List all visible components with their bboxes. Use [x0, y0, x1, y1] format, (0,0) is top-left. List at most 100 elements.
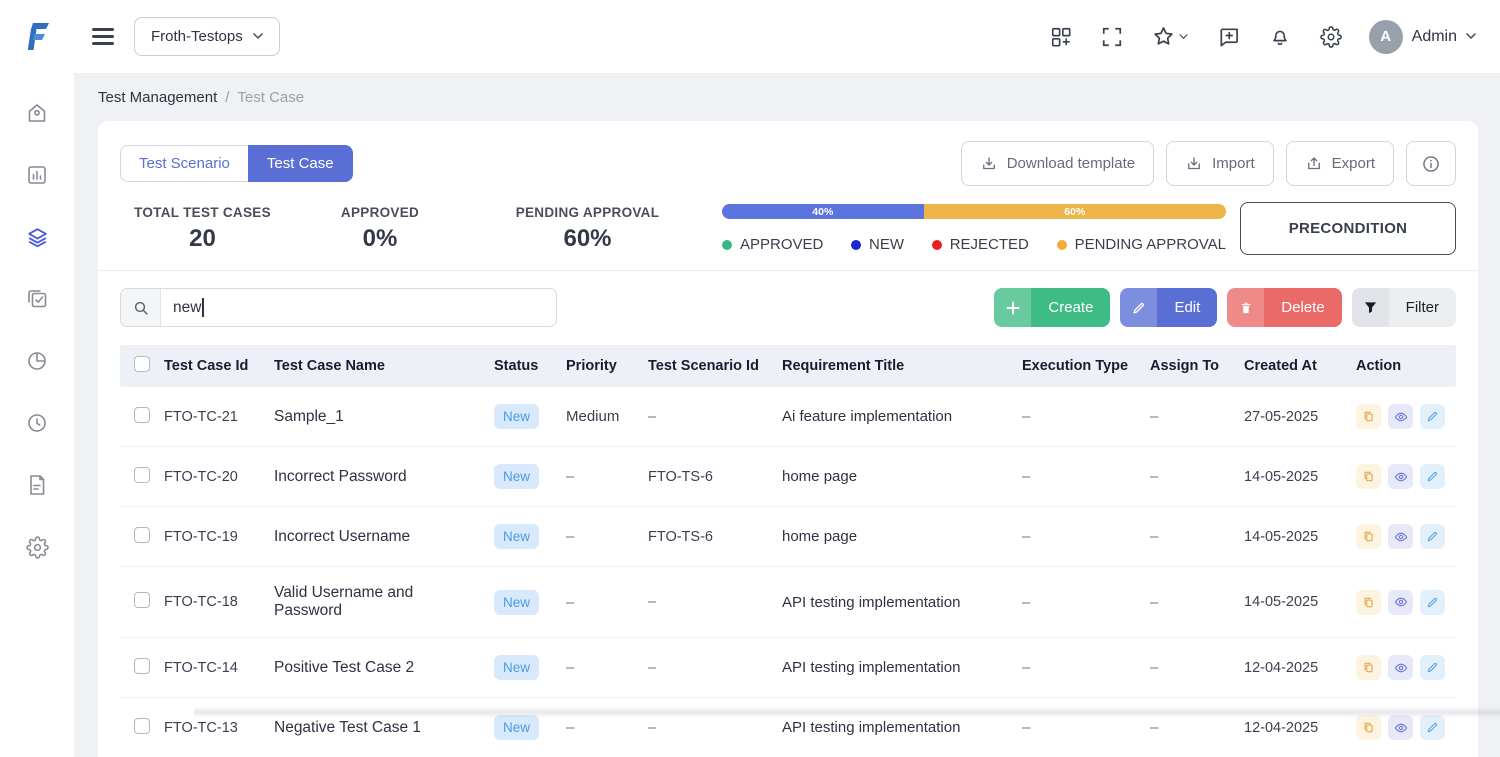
user-menu[interactable]: A Admin	[1369, 20, 1476, 54]
table-row: FTO-TC-21Sample_1NewMedium–Ai feature im…	[120, 387, 1456, 447]
chevron-down-icon	[1466, 33, 1476, 40]
notifications-button[interactable]	[1267, 23, 1293, 50]
edit-row-button[interactable]	[1420, 590, 1445, 615]
row-checkbox[interactable]	[134, 592, 150, 608]
breadcrumb-current: Test Case	[237, 89, 304, 106]
edit-row-button[interactable]	[1420, 655, 1445, 680]
create-button[interactable]: Create	[994, 288, 1110, 327]
favorites-menu-button[interactable]	[1150, 23, 1190, 50]
created-at-cell: 14-05-2025	[1244, 447, 1356, 507]
view-button[interactable]	[1388, 655, 1413, 680]
search-input[interactable]: new	[120, 288, 557, 327]
search-value: new	[173, 299, 201, 317]
import-icon	[1185, 155, 1203, 173]
priority-cell: –	[566, 567, 648, 638]
copy-button[interactable]	[1356, 404, 1381, 429]
delete-button[interactable]: Delete	[1227, 288, 1341, 327]
project-name: Froth-Testops	[151, 28, 243, 45]
view-button[interactable]	[1388, 404, 1413, 429]
tab-test-case[interactable]: Test Case	[248, 145, 353, 182]
table-row: FTO-TC-14Positive Test Case 2New––API te…	[120, 638, 1456, 698]
widgets-button[interactable]	[1048, 24, 1074, 50]
select-all-checkbox[interactable]	[134, 356, 150, 372]
bar-chart-icon	[25, 163, 49, 187]
document-icon	[25, 473, 49, 497]
import-button[interactable]: Import	[1166, 141, 1274, 186]
layers-icon	[25, 225, 50, 250]
stat-total-test-cases: TOTAL TEST CASES 20	[120, 205, 285, 253]
row-checkbox[interactable]	[134, 658, 150, 674]
copy-button[interactable]	[1356, 715, 1381, 740]
info-button[interactable]	[1406, 141, 1456, 186]
copy-button[interactable]	[1356, 524, 1381, 549]
edit-row-button[interactable]	[1420, 404, 1445, 429]
status-cell: New	[494, 507, 566, 567]
eye-icon	[1394, 595, 1408, 609]
legend-label: APPROVED	[740, 236, 823, 253]
pencil-icon	[1426, 596, 1439, 609]
view-button[interactable]	[1388, 715, 1413, 740]
sidebar-item-reports[interactable]	[24, 162, 50, 188]
tab-test-scenario[interactable]: Test Scenario	[120, 145, 248, 182]
column-header: Created At	[1244, 345, 1356, 387]
requirement-title-cell: home page	[782, 507, 1022, 567]
view-button[interactable]	[1388, 464, 1413, 489]
pie-chart-icon	[25, 349, 49, 373]
legend-dot	[851, 240, 861, 250]
app-logo[interactable]	[0, 22, 74, 51]
row-checkbox[interactable]	[134, 527, 150, 543]
priority-cell: –	[566, 507, 648, 567]
sidebar-item-history[interactable]	[24, 410, 50, 436]
sidebar-item-analytics[interactable]	[24, 348, 50, 374]
copy-button[interactable]	[1356, 464, 1381, 489]
settings-button[interactable]	[1318, 24, 1344, 50]
sidebar-item-test-execution[interactable]	[24, 286, 50, 312]
gear-icon	[1320, 26, 1342, 48]
filter-button[interactable]: Filter	[1352, 288, 1456, 327]
assign-to-cell: –	[1150, 567, 1244, 638]
status-badge: New	[494, 590, 539, 615]
priority-cell: –	[566, 638, 648, 698]
export-button[interactable]: Export	[1286, 141, 1394, 186]
edit-row-button[interactable]	[1420, 524, 1445, 549]
copy-button[interactable]	[1356, 655, 1381, 680]
status-progress: 40% 60% APPROVED NEW REJECTED PENDING AP…	[722, 204, 1226, 253]
test-case-id: FTO-TC-21	[164, 387, 274, 447]
sidebar-item-home[interactable]	[24, 100, 50, 126]
priority-cell: Medium	[566, 387, 648, 447]
sidebar-item-test-management[interactable]	[24, 224, 50, 250]
precondition-button[interactable]: PRECONDITION	[1240, 202, 1456, 255]
test-case-id: FTO-TC-18	[164, 567, 274, 638]
project-selector[interactable]: Froth-Testops	[134, 17, 280, 56]
requirement-title-cell: home page	[782, 447, 1022, 507]
fullscreen-button[interactable]	[1099, 24, 1125, 50]
legend-dot	[722, 240, 732, 250]
row-checkbox[interactable]	[134, 467, 150, 483]
view-button[interactable]	[1388, 524, 1413, 549]
row-checkbox[interactable]	[134, 718, 150, 734]
feedback-button[interactable]	[1215, 23, 1242, 50]
priority-cell: –	[566, 698, 648, 757]
sidebar-item-documents[interactable]	[24, 472, 50, 498]
funnel-icon	[1352, 288, 1389, 327]
progress-segment-new: 40%	[722, 204, 924, 219]
download-template-button[interactable]: Download template	[961, 141, 1154, 186]
stat-pending-approval: PENDING APPROVAL 60%	[475, 205, 700, 253]
edit-button[interactable]: Edit	[1120, 288, 1217, 327]
check-square-icon	[25, 287, 49, 311]
legend-label: REJECTED	[950, 236, 1029, 253]
test-case-id: FTO-TC-14	[164, 638, 274, 698]
view-tabs: Test Scenario Test Case	[120, 145, 353, 182]
menu-toggle-button[interactable]	[86, 22, 120, 51]
copy-button[interactable]	[1356, 590, 1381, 615]
row-checkbox[interactable]	[134, 407, 150, 423]
sidebar-item-settings[interactable]	[24, 534, 50, 560]
test-case-table-body: FTO-TC-21Sample_1NewMedium–Ai feature im…	[120, 387, 1456, 757]
view-button[interactable]	[1388, 590, 1413, 615]
legend-label: PENDING APPROVAL	[1075, 236, 1226, 253]
status-badge: New	[494, 464, 539, 489]
edit-row-button[interactable]	[1420, 715, 1445, 740]
edit-row-button[interactable]	[1420, 464, 1445, 489]
breadcrumb-section[interactable]: Test Management	[98, 89, 217, 106]
message-plus-icon	[1217, 25, 1240, 48]
